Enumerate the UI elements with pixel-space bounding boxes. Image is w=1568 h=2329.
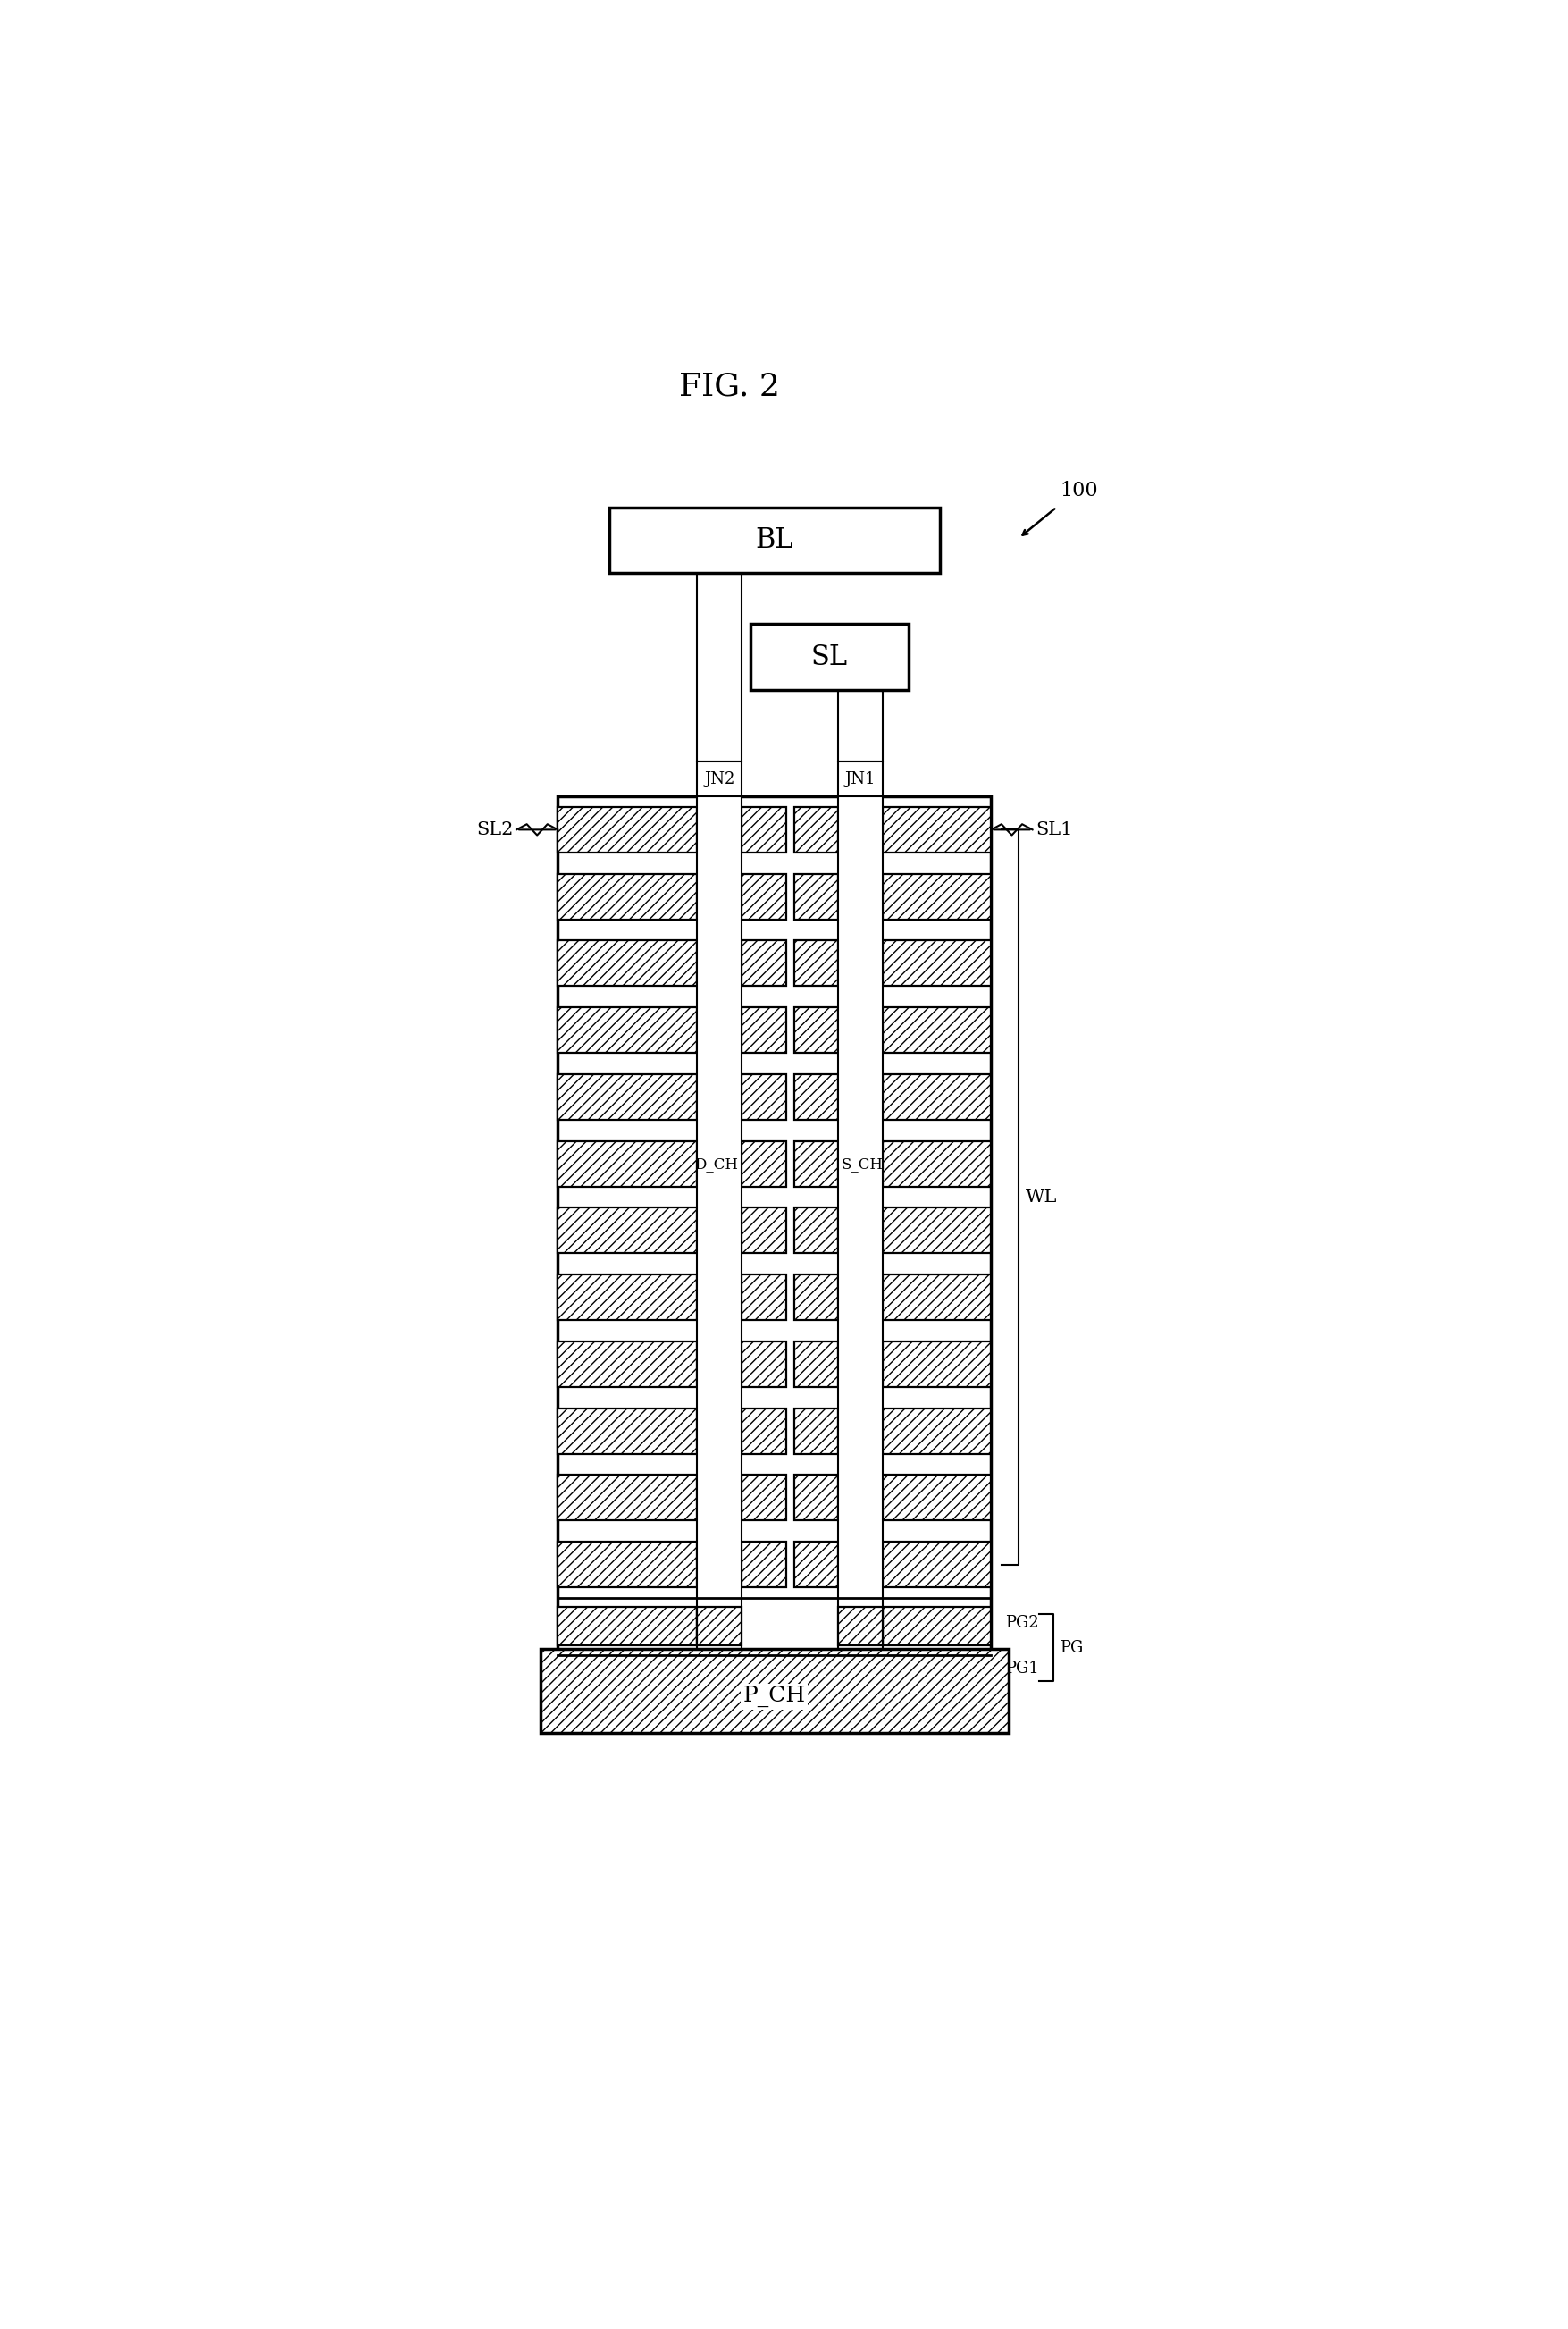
- Bar: [742, 1074, 786, 1120]
- Bar: [793, 1474, 837, 1521]
- Text: WL: WL: [1025, 1188, 1057, 1206]
- Bar: [837, 762, 883, 797]
- Text: P_CH: P_CH: [743, 1686, 806, 1707]
- Bar: [883, 1074, 991, 1120]
- Text: JN2: JN2: [704, 771, 734, 787]
- Bar: [742, 806, 786, 852]
- Bar: [541, 1649, 1008, 1733]
- Bar: [696, 762, 742, 797]
- Bar: [837, 797, 883, 1656]
- Bar: [793, 1342, 837, 1386]
- Bar: [558, 1542, 696, 1588]
- Bar: [793, 873, 837, 920]
- Bar: [793, 1409, 837, 1453]
- Bar: [793, 1209, 837, 1253]
- Text: PG1: PG1: [1005, 1661, 1038, 1677]
- Bar: [883, 941, 991, 985]
- Bar: [793, 1274, 837, 1321]
- Bar: [558, 873, 696, 920]
- Bar: [558, 941, 696, 985]
- Bar: [793, 941, 837, 985]
- Bar: [696, 573, 742, 762]
- Bar: [541, 1649, 1008, 1733]
- Bar: [608, 508, 939, 573]
- Bar: [883, 1607, 991, 1647]
- Bar: [742, 1274, 786, 1321]
- Text: SL: SL: [811, 643, 847, 671]
- Bar: [837, 689, 883, 762]
- Text: SL1: SL1: [1035, 822, 1073, 838]
- Bar: [883, 1141, 991, 1185]
- Bar: [558, 1409, 696, 1453]
- Text: SL2: SL2: [475, 822, 513, 838]
- Bar: [742, 1141, 786, 1185]
- Bar: [883, 873, 991, 920]
- Text: FIG. 2: FIG. 2: [679, 373, 779, 403]
- Bar: [750, 624, 908, 689]
- Bar: [742, 1542, 786, 1588]
- Bar: [742, 941, 786, 985]
- Bar: [793, 806, 837, 852]
- Bar: [883, 1474, 991, 1521]
- Bar: [837, 1607, 883, 1647]
- Bar: [883, 1274, 991, 1321]
- Bar: [558, 1008, 696, 1053]
- Bar: [696, 797, 742, 1656]
- Bar: [558, 806, 696, 852]
- Bar: [558, 1474, 696, 1521]
- Text: JN1: JN1: [845, 771, 875, 787]
- Bar: [742, 1209, 786, 1253]
- Text: 100: 100: [1060, 480, 1098, 501]
- Text: BL: BL: [756, 526, 793, 554]
- Bar: [883, 1409, 991, 1453]
- Bar: [742, 873, 786, 920]
- Bar: [558, 1209, 696, 1253]
- Bar: [793, 1141, 837, 1185]
- Bar: [793, 1074, 837, 1120]
- Bar: [558, 797, 991, 1656]
- Text: S_CH: S_CH: [840, 1155, 883, 1171]
- Bar: [883, 1008, 991, 1053]
- Bar: [793, 1008, 837, 1053]
- Bar: [742, 1474, 786, 1521]
- Bar: [883, 1342, 991, 1386]
- Bar: [883, 1209, 991, 1253]
- Bar: [558, 1274, 696, 1321]
- Bar: [793, 1542, 837, 1588]
- Bar: [742, 1008, 786, 1053]
- Bar: [742, 1342, 786, 1386]
- Bar: [742, 1409, 786, 1453]
- Bar: [883, 1542, 991, 1588]
- Text: PG2: PG2: [1005, 1614, 1038, 1630]
- Bar: [558, 1141, 696, 1185]
- Bar: [696, 1607, 742, 1647]
- Text: D_CH: D_CH: [695, 1155, 739, 1171]
- Text: PG: PG: [1060, 1640, 1083, 1656]
- Bar: [558, 1074, 696, 1120]
- Bar: [558, 1607, 696, 1647]
- Bar: [558, 1342, 696, 1386]
- Bar: [883, 806, 991, 852]
